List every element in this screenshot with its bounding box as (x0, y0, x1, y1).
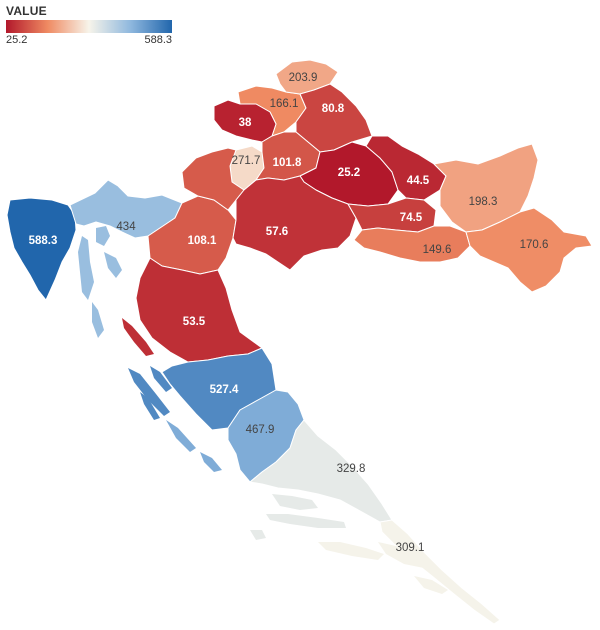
island-kornati (166, 420, 196, 452)
island-vis (250, 530, 266, 540)
island-pasman (140, 392, 160, 420)
region-vukovar-srijem[interactable] (465, 207, 593, 293)
region-label: 25.2 (338, 167, 360, 179)
region-label: 198.3 (469, 196, 498, 208)
region-label: 527.4 (210, 384, 239, 396)
region-label: 44.5 (407, 175, 430, 187)
region-label: 467.9 (246, 424, 275, 436)
legend-min-label: 25.2 (6, 34, 28, 46)
island-losinj (92, 302, 104, 338)
island-ugljan (150, 366, 172, 392)
legend-color-scale (6, 20, 172, 33)
region-label: 588.3 (29, 235, 58, 247)
legend: VALUE 25.2 588.3 (6, 4, 172, 48)
region-label: 74.5 (400, 212, 423, 224)
region-lika-senj[interactable] (135, 257, 263, 363)
region-split-dalmatia[interactable] (249, 419, 393, 523)
region-label: 80.8 (322, 103, 345, 115)
island-pag (122, 318, 154, 356)
region-label: 434 (116, 221, 136, 233)
region-label: 53.5 (183, 316, 206, 328)
island-rab (104, 252, 122, 278)
region-labels: 203.9 166.1 80.8 38 271.7 101.8 25.2 44.… (29, 72, 549, 554)
region-label: 38 (239, 117, 252, 129)
region-label: 309.1 (396, 542, 425, 554)
region-istria[interactable] (6, 197, 77, 301)
island-dugi-otok (128, 368, 170, 416)
peninsula-peljesac (378, 542, 424, 568)
island-korcula (318, 542, 384, 560)
region-label: 329.8 (337, 463, 366, 475)
island-krk (96, 226, 110, 246)
island-zirje (200, 452, 222, 472)
region-label: 170.6 (520, 239, 549, 251)
legend-title: VALUE (6, 4, 47, 18)
legend-labels: 25.2 588.3 (6, 34, 172, 48)
region-dubrovnik-neretva[interactable] (379, 519, 501, 625)
island-cres (78, 236, 94, 300)
region-label: 271.7 (232, 155, 261, 167)
region-label: 101.8 (273, 157, 302, 169)
region-label: 149.6 (423, 244, 452, 256)
island-brac (272, 494, 318, 510)
region-zagreb-county-west[interactable] (181, 147, 245, 211)
region-label: 203.9 (289, 72, 318, 84)
region-label: 108.1 (188, 235, 217, 247)
region-label: 166.1 (270, 98, 299, 110)
region-brod-posavina[interactable] (353, 225, 471, 263)
island-hvar (266, 514, 346, 528)
legend-max-label: 588.3 (144, 34, 172, 46)
region-label: 57.6 (266, 226, 288, 238)
island-mljet (414, 576, 448, 594)
region-osijek-baranja[interactable] (433, 143, 539, 233)
region-sisak-moslavina[interactable] (232, 175, 357, 271)
